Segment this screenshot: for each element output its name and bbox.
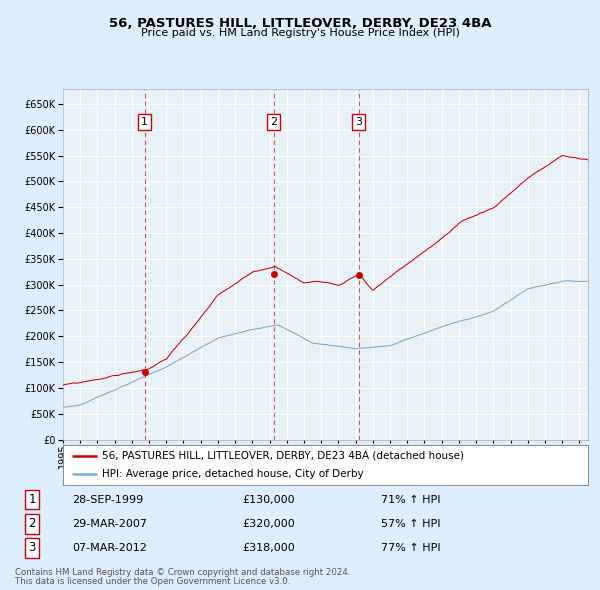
Text: 3: 3 <box>355 117 362 127</box>
Text: Price paid vs. HM Land Registry's House Price Index (HPI): Price paid vs. HM Land Registry's House … <box>140 28 460 38</box>
Text: 1: 1 <box>141 117 148 127</box>
Text: 2: 2 <box>270 117 277 127</box>
Text: HPI: Average price, detached house, City of Derby: HPI: Average price, detached house, City… <box>103 469 364 479</box>
Text: 29-MAR-2007: 29-MAR-2007 <box>73 519 148 529</box>
Text: Contains HM Land Registry data © Crown copyright and database right 2024.: Contains HM Land Registry data © Crown c… <box>15 568 350 576</box>
Text: £130,000: £130,000 <box>242 494 295 504</box>
Text: This data is licensed under the Open Government Licence v3.0.: This data is licensed under the Open Gov… <box>15 577 290 586</box>
Text: 57% ↑ HPI: 57% ↑ HPI <box>380 519 440 529</box>
Text: 28-SEP-1999: 28-SEP-1999 <box>73 494 144 504</box>
Text: £320,000: £320,000 <box>242 519 295 529</box>
Text: 56, PASTURES HILL, LITTLEOVER, DERBY, DE23 4BA: 56, PASTURES HILL, LITTLEOVER, DERBY, DE… <box>109 17 491 30</box>
Text: 07-MAR-2012: 07-MAR-2012 <box>73 543 148 553</box>
Text: 56, PASTURES HILL, LITTLEOVER, DERBY, DE23 4BA (detached house): 56, PASTURES HILL, LITTLEOVER, DERBY, DE… <box>103 451 464 461</box>
Text: 2: 2 <box>28 517 36 530</box>
Text: 3: 3 <box>28 542 36 555</box>
Text: 1: 1 <box>28 493 36 506</box>
Text: 71% ↑ HPI: 71% ↑ HPI <box>380 494 440 504</box>
Text: £318,000: £318,000 <box>242 543 295 553</box>
Text: 77% ↑ HPI: 77% ↑ HPI <box>380 543 440 553</box>
